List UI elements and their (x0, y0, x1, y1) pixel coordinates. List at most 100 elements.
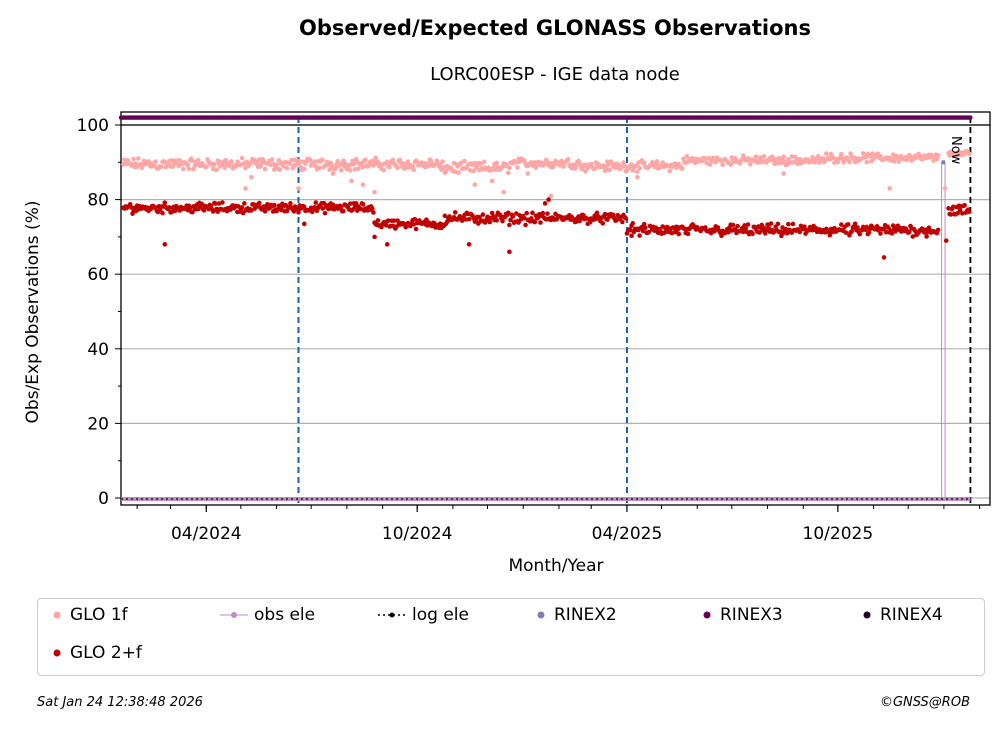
glo1f-point (169, 158, 175, 163)
legend-marker-icon (53, 611, 61, 619)
glo1f-point (203, 164, 209, 169)
glo2f-point (948, 212, 954, 217)
glo1f-point (276, 158, 282, 163)
glo2f-point (620, 219, 625, 225)
legend-marker-icon (863, 611, 871, 619)
glo1f-point (135, 156, 141, 161)
glo2f-point (538, 220, 543, 225)
glo2f-point (384, 242, 390, 247)
glo2f-point (864, 224, 869, 230)
glo2f-point (573, 219, 579, 224)
glo1f-point (758, 155, 763, 160)
legend: GLO 1f obs ele log ele RINEX2 RINEX3 RINEX4 GL… (37, 598, 985, 676)
chart-subtitle: LORC00ESP - IGE data node (430, 64, 680, 85)
glo1f-point (824, 151, 829, 156)
glo2f-point (262, 209, 268, 214)
glo2f-point (493, 214, 498, 219)
glo1f-point (185, 163, 191, 168)
legend-item: obs ele (220, 605, 315, 625)
glo1f-point (180, 166, 186, 172)
glo2f-point (790, 221, 796, 227)
glo2f-point (487, 219, 493, 225)
glo1f-point (561, 164, 566, 169)
glo1f-point (472, 182, 478, 187)
glo1f-point (681, 156, 686, 162)
glo1f-point (660, 160, 665, 165)
legend-marker-icon (53, 649, 61, 657)
glo1f-point (637, 165, 642, 171)
glo1f-point (441, 165, 447, 170)
glo1f-point (348, 168, 353, 173)
glo1f-point (747, 161, 753, 167)
glo1f-point (277, 167, 283, 172)
glo2f-point (852, 221, 858, 227)
glo2f-point (750, 231, 755, 237)
glo1f-point (505, 170, 511, 176)
glo2f-point (353, 201, 359, 206)
glo1f-point (316, 165, 322, 171)
glo2f-point (278, 207, 284, 213)
glo2f-point (849, 229, 854, 234)
x-tick-label: 10/2024 (382, 524, 453, 544)
glo2f-point (797, 229, 803, 235)
glo2f-point (663, 229, 669, 235)
glo2f-point (522, 215, 527, 221)
glo2f-point (637, 233, 642, 238)
glo2f-point (594, 210, 600, 216)
glo2f-point (500, 218, 505, 224)
glo1f-point (514, 160, 519, 165)
glo1f-point (296, 186, 301, 191)
glo2f-point (162, 200, 168, 206)
glo2f-point (383, 222, 389, 228)
glo1f-point (257, 157, 262, 162)
glo2f-point (546, 197, 551, 202)
glo1f-point (775, 161, 781, 166)
glo2f-point (326, 206, 331, 212)
glo2f-point (352, 204, 358, 210)
glo1f-point (293, 157, 299, 162)
glo1f-point (720, 162, 725, 168)
glo1f-point (769, 154, 775, 159)
glo2f-point (943, 238, 949, 243)
glo1f-point (405, 159, 411, 164)
glo2f-point (391, 218, 397, 223)
glo1f-point (395, 165, 400, 171)
glo1f-point (153, 159, 158, 164)
legend-item: GLO 2+f (50, 643, 142, 663)
glo2f-point (507, 249, 512, 255)
glo1f-point (307, 157, 313, 162)
glo2f-point (360, 201, 366, 207)
rinex3-point (968, 115, 973, 120)
glo2f-point (741, 229, 746, 235)
glo1f-point (281, 164, 286, 169)
glo1f-point (781, 154, 786, 159)
legend-item: log ele (378, 605, 469, 625)
glo2f-point (442, 213, 448, 219)
glo1f-point (356, 166, 361, 171)
glo2f-point (372, 234, 377, 240)
glo2f-point (866, 230, 872, 235)
glo1f-point (428, 158, 434, 164)
glo1f-point (635, 169, 640, 174)
glo1f-point (411, 167, 417, 173)
glo2f-point (213, 201, 218, 206)
legend-label: RINEX3 (720, 605, 783, 625)
glo1f-point (330, 171, 336, 176)
glo1f-point (966, 151, 972, 157)
glo1f-point (572, 166, 578, 171)
glo1f-point (381, 167, 387, 173)
glo2f-point (912, 228, 918, 234)
glo1f-point (195, 157, 201, 163)
glo1f-point (607, 167, 612, 173)
glo1f-point (452, 169, 458, 175)
legend-marker-icon (220, 612, 248, 618)
glo2f-point (532, 219, 538, 225)
glo1f-point (243, 165, 248, 171)
glo1f-point (387, 164, 392, 170)
legend-item: RINEX2 (534, 605, 617, 625)
glo2f-point (220, 200, 225, 205)
glo1f-point (352, 166, 358, 172)
glo1f-point (320, 157, 325, 163)
glo1f-point (577, 161, 583, 166)
